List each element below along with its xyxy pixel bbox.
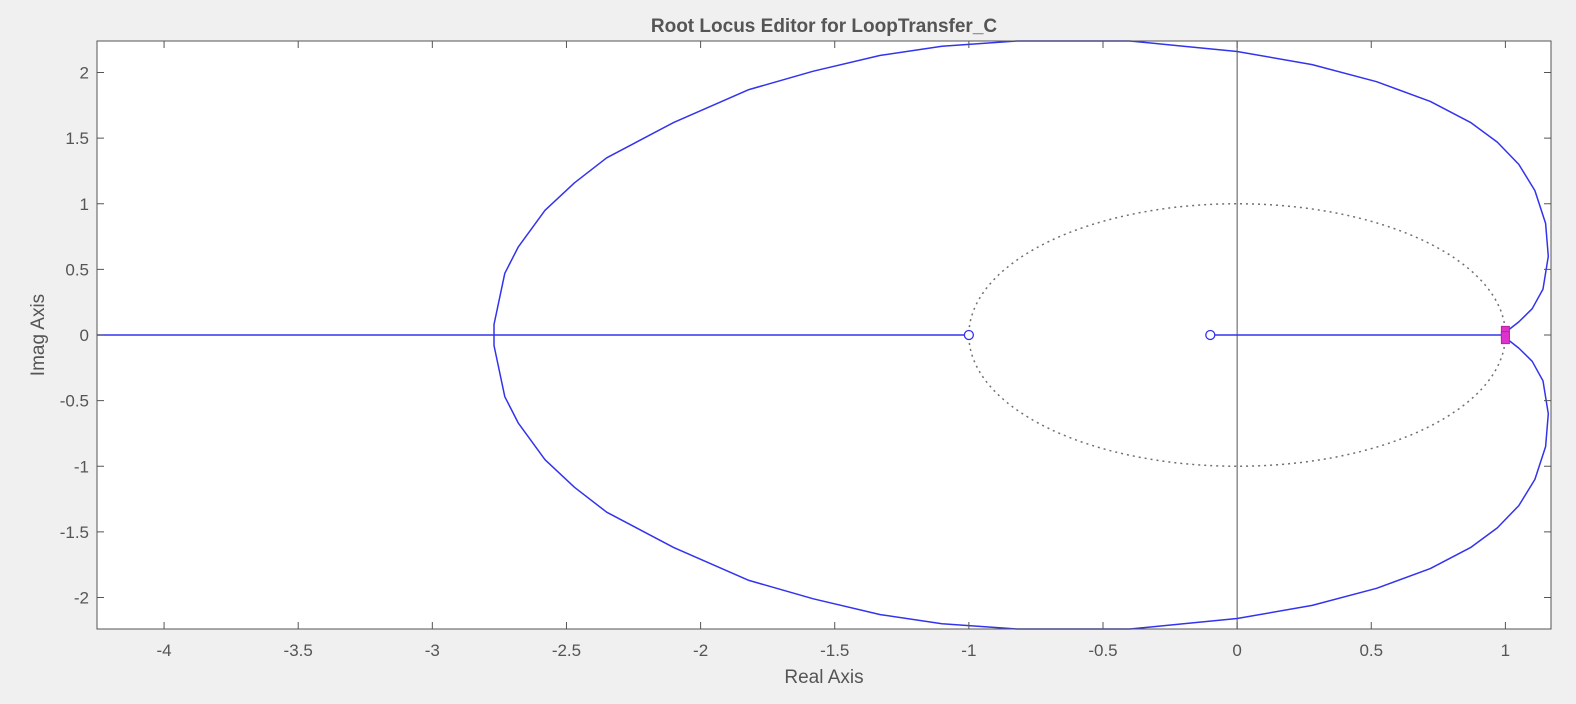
x-tick-label: -2 xyxy=(693,641,708,660)
locus-branch-4 xyxy=(493,335,1550,630)
y-tick-label: 0 xyxy=(80,326,89,345)
x-tick-label: 1 xyxy=(1501,641,1510,660)
y-tick-label: 1 xyxy=(80,195,89,214)
x-tick-label: -1.5 xyxy=(820,641,849,660)
marker-layer xyxy=(963,325,1510,345)
x-tick-label: 0 xyxy=(1232,641,1241,660)
y-tick-label: -0.5 xyxy=(60,392,89,411)
x-tick-label: -3.5 xyxy=(284,641,313,660)
x-tick-label: 0.5 xyxy=(1359,641,1383,660)
x-tick-label: -2.5 xyxy=(552,641,581,660)
x-tick-label: -3 xyxy=(425,641,440,660)
y-tick-label: 0.5 xyxy=(65,260,89,279)
x-tick-label: -0.5 xyxy=(1088,641,1117,660)
closed-loop-pole-2 xyxy=(1500,331,1510,345)
zero-marker-1 xyxy=(963,329,975,341)
locus-series-layer xyxy=(97,40,1550,630)
zero-marker-2 xyxy=(1205,329,1216,341)
y-tick-label: 2 xyxy=(80,64,89,83)
y-tick-label: 1.5 xyxy=(65,129,89,148)
y-tick-label: -1 xyxy=(74,457,89,476)
x-axis-label: Real Axis xyxy=(784,667,863,688)
y-tick-label: -1.5 xyxy=(60,523,89,542)
x-tick-label: -1 xyxy=(961,641,976,660)
y-axis-label: Imag Axis xyxy=(28,294,49,376)
y-tick-label: -2 xyxy=(74,589,89,608)
locus-branch-3 xyxy=(493,40,1550,335)
x-tick-label: -4 xyxy=(157,641,172,660)
tick-layer: -4 -3.5 -3 -2.5 -2 -1.5 -1 -0.5 0 0.5 1 2 1.5 1 0.5 0 -0… xyxy=(60,41,1551,660)
chart-title: Root Locus Editor for LoopTransfer_C xyxy=(651,16,998,37)
